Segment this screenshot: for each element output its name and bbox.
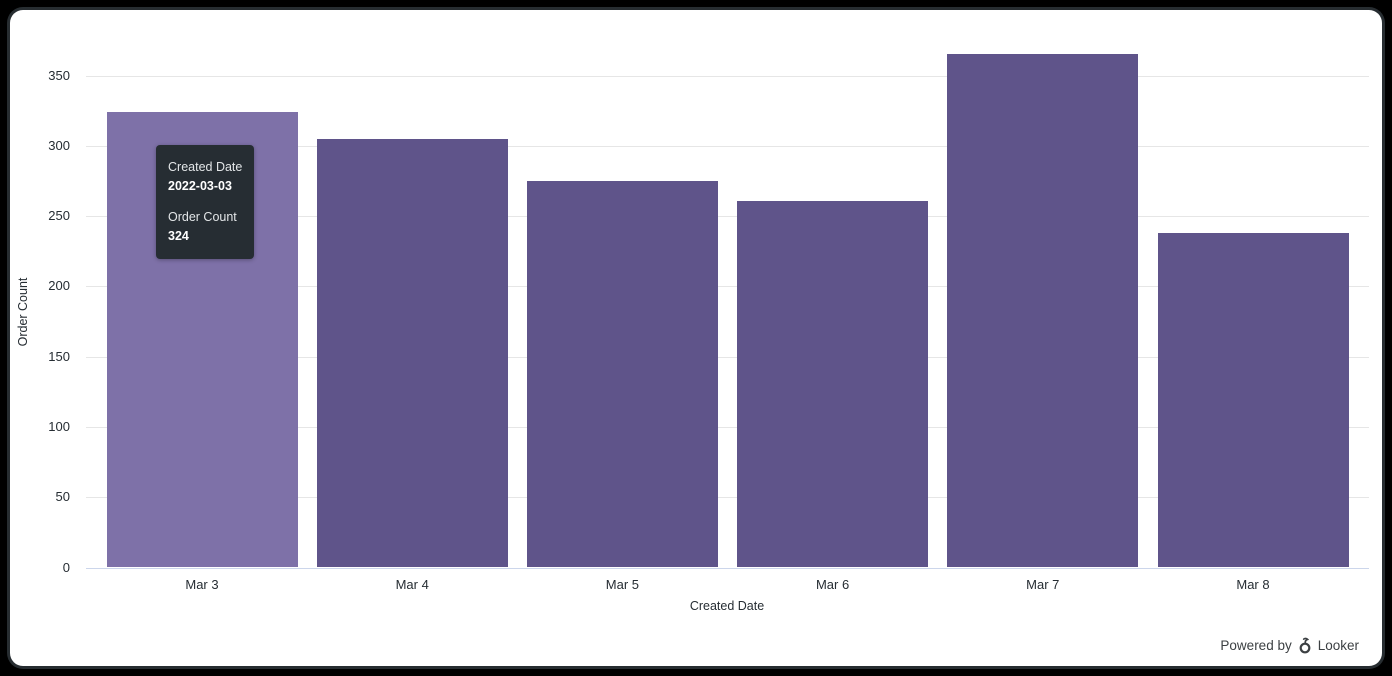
- bar-mar-5[interactable]: [526, 180, 718, 568]
- bar-mar-6[interactable]: [737, 200, 929, 568]
- y-tick-label: 100: [48, 418, 70, 434]
- y-tick-label: 250: [48, 208, 70, 224]
- x-tick-label: Mar 3: [185, 577, 219, 592]
- y-axis-title: Order Count: [16, 277, 30, 347]
- bar-mar-7[interactable]: [947, 54, 1139, 568]
- bar-mar-4[interactable]: [316, 138, 508, 568]
- tooltip-dimension-value: 2022-03-03: [168, 179, 232, 193]
- y-tick-label: 0: [62, 559, 70, 575]
- y-gridline: [86, 497, 1369, 499]
- tooltip-dimension-label: Created Date: [168, 160, 243, 174]
- bar-mar-8[interactable]: [1157, 232, 1349, 568]
- chart-card: Order Count 0 50 100 150 200 250 300 350 Mar 3 Ma…: [10, 10, 1382, 666]
- y-gridline: [86, 426, 1369, 428]
- y-tick-label: 200: [48, 278, 70, 294]
- x-axis-baseline: [86, 567, 1369, 569]
- looker-brand-text: Looker: [1317, 638, 1359, 653]
- y-tick-label: 350: [48, 67, 70, 83]
- y-tick-label: 300: [48, 137, 70, 153]
- y-gridline: [86, 286, 1369, 288]
- powered-by-looker-link[interactable]: Powered by Looker: [1220, 636, 1359, 655]
- looker-logo-icon: [1299, 637, 1311, 654]
- tooltip-measure-label: Order Count: [168, 210, 237, 224]
- y-gridline: [86, 356, 1369, 358]
- y-tick-label: 150: [48, 348, 70, 364]
- tooltip: Created Date 2022-03-03 Order Count 324: [156, 145, 255, 259]
- y-gridline: [86, 145, 1369, 147]
- powered-by-text: Powered by: [1220, 638, 1292, 653]
- x-tick-label: Mar 4: [395, 577, 429, 592]
- x-tick-label: Mar 5: [605, 577, 639, 592]
- tooltip-measure-value: 324: [168, 229, 189, 243]
- x-axis-title: Created Date: [689, 599, 765, 613]
- x-tick-label: Mar 7: [1026, 577, 1060, 592]
- x-tick-label: Mar 6: [815, 577, 850, 592]
- x-tick-label: Mar 8: [1236, 577, 1270, 592]
- y-tick-label: 50: [55, 489, 70, 505]
- y-gridline: [86, 216, 1369, 218]
- y-gridline: [86, 75, 1369, 77]
